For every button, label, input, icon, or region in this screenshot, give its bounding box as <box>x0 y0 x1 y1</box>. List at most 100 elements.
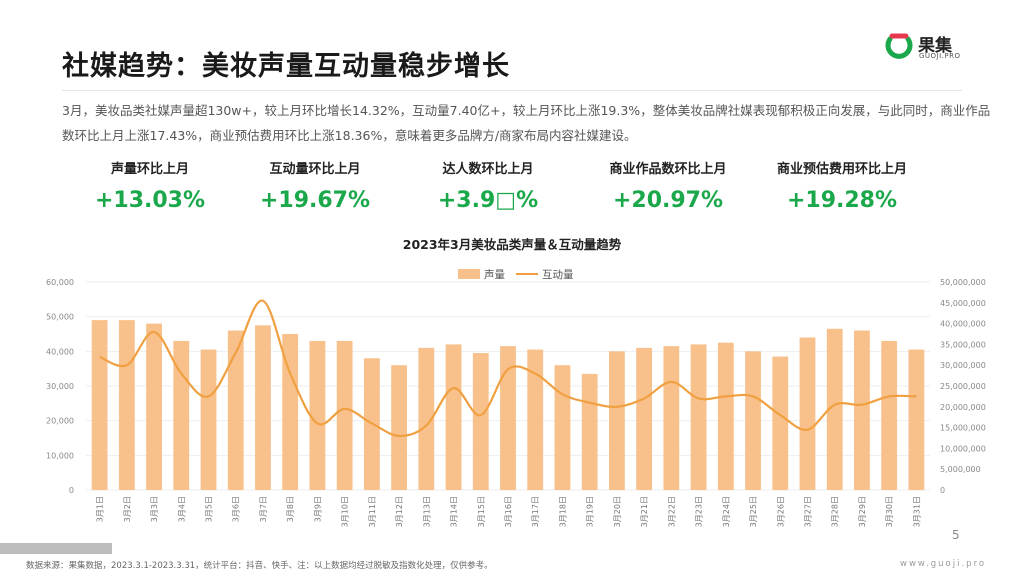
kpi-commercial-cost: 商业预估费用环比上月 +19.28% <box>752 158 932 220</box>
bar <box>690 344 707 490</box>
chart-title: 2023年3月美妆品类声量＆互动量趋势 <box>402 237 622 252</box>
x-tick-label: 3月25日 <box>749 496 758 527</box>
bar <box>146 323 162 490</box>
x-tick-label: 3月8日 <box>286 496 295 522</box>
x-tick-label: 3月1日 <box>96 496 105 522</box>
x-tick-label: 3月20日 <box>613 496 622 527</box>
bar <box>282 334 299 490</box>
interaction-line <box>99 299 917 438</box>
bar <box>908 349 925 490</box>
y-left-tick-label: 30,000 <box>46 382 74 391</box>
kpi-label: 互动量环比上月 <box>269 162 361 177</box>
kpi-interaction: 互动量环比上月 +19.67% <box>225 158 405 220</box>
y-left-tick-label: 50,000 <box>46 313 74 322</box>
bar <box>445 344 462 490</box>
x-tick-label: 3月31日 <box>912 496 921 527</box>
y-left-tick-label: 20,000 <box>46 417 74 426</box>
kpi-row: 声量环比上月 +13.03% 互动量环比上月 +19.67% 达人数环比上月 +… <box>60 158 970 228</box>
y-right-tick-label: 5,000,000 <box>940 465 981 474</box>
y-right-tick-label: 20,000,000 <box>940 403 986 412</box>
x-tick-label: 3月15日 <box>477 496 486 527</box>
bar <box>854 330 870 490</box>
x-tick-label: 3月17日 <box>531 496 540 527</box>
x-tick-label: 3月2日 <box>123 496 132 522</box>
kpi-label: 商业作品数环比上月 <box>609 162 727 177</box>
kpi-value: +19.67% <box>259 188 371 213</box>
bar <box>336 340 353 490</box>
y-right-tick-label: 0 <box>940 486 945 495</box>
bar <box>472 353 489 490</box>
x-tick-label: 3月16日 <box>504 496 513 527</box>
y-right-tick-label: 10,000,000 <box>940 444 986 453</box>
legend-line-swatch <box>516 273 538 275</box>
bar <box>391 365 407 490</box>
y-left-tick-label: 40,000 <box>46 347 74 356</box>
x-tick-label: 3月9日 <box>313 496 322 522</box>
bar <box>118 320 135 490</box>
bar <box>636 347 653 490</box>
y-left-tick-label: 10,000 <box>46 451 74 460</box>
bar <box>554 365 571 490</box>
x-tick-label: 3月12日 <box>395 496 404 527</box>
bar <box>527 349 544 490</box>
x-tick-label: 3月18日 <box>558 496 567 527</box>
kpi-value: +3.9□% <box>437 188 539 213</box>
x-tick-label: 3月21日 <box>640 496 649 527</box>
y-right-tick-label: 30,000,000 <box>940 361 986 370</box>
brand-logo: 果集 GUOJI.PRO <box>884 30 984 64</box>
footer-bar <box>0 543 112 554</box>
bar <box>309 340 326 490</box>
footer-website: www.guoji.pro <box>900 559 987 569</box>
bar <box>255 325 271 490</box>
y-right-tick-label: 45,000,000 <box>940 299 986 308</box>
x-tick-label: 3月13日 <box>422 496 431 527</box>
kpi-label: 声量环比上月 <box>110 162 189 177</box>
trend-chart: 0 10,000 20,000 30,000 40,000 50,000 60,000 0 5,… <box>46 278 986 527</box>
bar <box>826 328 843 490</box>
page-number: 5 <box>952 528 960 542</box>
x-tick-label: 3月19日 <box>586 496 595 527</box>
bar <box>799 337 816 490</box>
bar <box>609 351 625 490</box>
x-tick-label: 3月14日 <box>450 496 459 527</box>
x-tick-label: 3月24日 <box>722 496 731 527</box>
kpi-commercial-works: 商业作品数环比上月 +20.97% <box>578 158 758 220</box>
x-tick-label: 3月4日 <box>177 496 186 522</box>
bar <box>91 320 108 490</box>
bar <box>418 347 435 490</box>
summary-text: 3月，美妆品类社媒声量超130w+，较上月环比增长14.32%，互动量7.40亿… <box>62 103 991 143</box>
bar <box>881 340 898 490</box>
bar <box>717 342 734 490</box>
bar <box>200 349 217 490</box>
x-tick-label: 3月7日 <box>259 496 268 522</box>
x-tick-label: 3月11日 <box>368 496 377 527</box>
x-tick-label: 3月5日 <box>205 496 214 522</box>
y-right-tick-label: 25,000,000 <box>940 382 986 391</box>
y-right-tick-label: 40,000,000 <box>940 320 986 329</box>
kpi-volume: 声量环比上月 +13.03% <box>60 158 240 220</box>
x-tick-label: 3月23日 <box>695 496 704 527</box>
bar <box>663 346 680 490</box>
y-right-tick-label: 15,000,000 <box>940 424 986 433</box>
x-tick-label: 3月26日 <box>776 496 785 527</box>
legend-label: 声量 <box>484 269 505 281</box>
brand-sub: GUOJI.PRO <box>919 52 961 60</box>
x-tick-label: 3月3日 <box>150 496 159 522</box>
bar <box>500 346 516 490</box>
x-tick-label: 3月22日 <box>667 496 676 527</box>
kpi-label: 达人数环比上月 <box>442 162 534 177</box>
y-right-tick-label: 35,000,000 <box>940 340 986 349</box>
bar <box>772 356 789 490</box>
y-right-tick-label: 50,000,000 <box>940 278 986 287</box>
x-tick-label: 3月10日 <box>341 496 350 527</box>
title-divider <box>62 90 962 91</box>
kpi-label: 商业预估费用环比上月 <box>776 162 907 177</box>
x-tick-label: 3月29日 <box>858 496 867 527</box>
y-left-tick-label: 0 <box>69 486 74 495</box>
kpi-value: +13.03% <box>94 188 206 213</box>
x-tick-label: 3月28日 <box>831 496 840 527</box>
legend-bar-swatch <box>458 269 480 279</box>
x-tick-label: 3月27日 <box>803 496 812 527</box>
bar <box>581 373 598 490</box>
page-title: 社媒趋势：美妆声量互动量稳步增长 <box>62 51 510 82</box>
